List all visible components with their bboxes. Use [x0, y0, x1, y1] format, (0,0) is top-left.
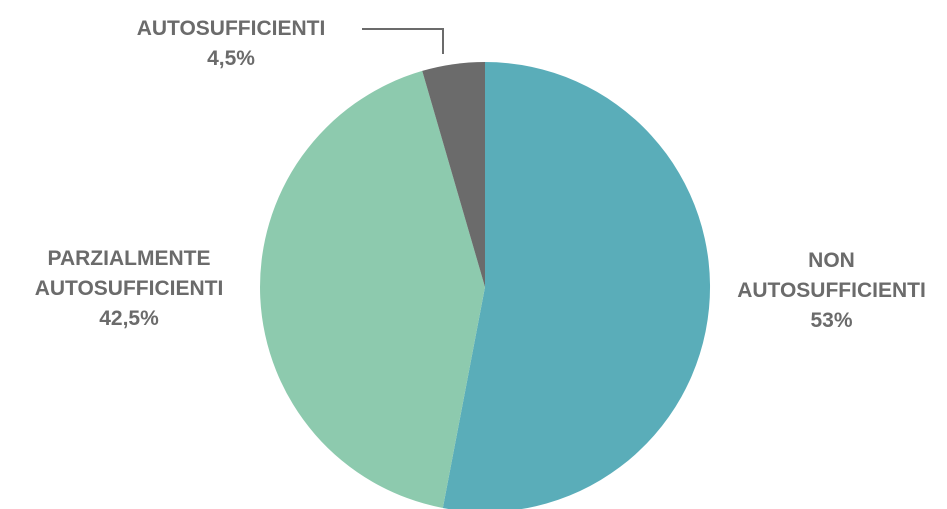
label-non-line-1: NON [808, 249, 855, 272]
label-parzialmente-autosufficienti: PARZIALMENTE AUTOSUFFICIENTI 42,5% [0, 244, 258, 334]
label-non-line-2: AUTOSUFFICIENTI [737, 279, 926, 302]
label-non-value: 53% [810, 309, 853, 332]
pie-slice-parzialmente-autosufficienti [260, 70, 485, 509]
label-parzialmente-value: 42,5% [99, 307, 159, 330]
label-autosufficienti: AUTOSUFFICIENTI 4,5% [100, 14, 362, 74]
label-non-autosufficienti: NON AUTOSUFFICIENTI 53% [716, 246, 947, 336]
pie-slice-autosufficienti [422, 62, 485, 287]
label-parzialmente-line-1: PARZIALMENTE [47, 247, 211, 270]
label-autosufficienti-value: 4,5% [207, 47, 255, 70]
label-autosufficienti-line-1: AUTOSUFFICIENTI [136, 17, 326, 40]
leader-line-autosufficienti [362, 28, 444, 54]
pie-slices [260, 62, 710, 509]
label-parzialmente-line-2: AUTOSUFFICIENTI [34, 277, 224, 300]
pie-slice-non-autosufficienti [442, 62, 710, 509]
